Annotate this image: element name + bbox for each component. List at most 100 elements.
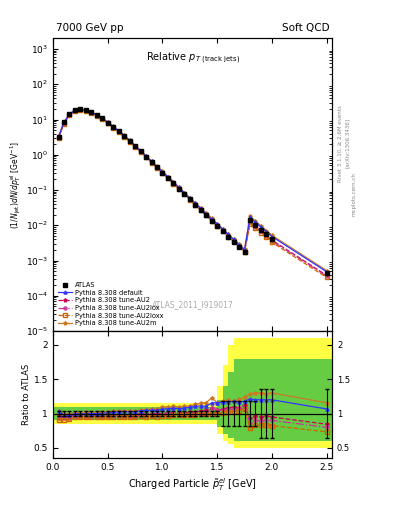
Pythia 8.308 tune-AU2m	[220, 226, 225, 232]
ATLAS	[89, 109, 94, 115]
ATLAS	[171, 180, 176, 186]
ATLAS	[67, 111, 72, 117]
Pythia 8.308 tune-AU2loxx	[259, 229, 263, 236]
Pythia 8.308 tune-AU2m	[127, 137, 132, 143]
Pythia 8.308 tune-AU2m	[270, 232, 274, 239]
Pythia 8.308 tune-AU2lox	[248, 220, 252, 226]
Pythia 8.308 tune-AU2lox	[56, 135, 61, 141]
Pythia 8.308 tune-AU2m	[237, 241, 241, 247]
Pythia 8.308 tune-AU2m	[259, 223, 263, 229]
Pythia 8.308 tune-AU2loxx	[138, 149, 143, 155]
ATLAS	[226, 234, 230, 240]
Pythia 8.308 tune-AU2m	[182, 189, 187, 196]
Pythia 8.308 tune-AU2loxx	[253, 225, 258, 231]
Pythia 8.308 tune-AU2lox	[242, 248, 247, 254]
Pythia 8.308 default	[259, 224, 263, 230]
Pythia 8.308 default	[220, 226, 225, 232]
Pythia 8.308 tune-AU2lox	[133, 144, 138, 150]
Pythia 8.308 tune-AU2loxx	[62, 120, 66, 126]
Pythia 8.308 default	[176, 184, 181, 190]
ATLAS	[193, 202, 198, 208]
Pythia 8.308 tune-AU2lox	[253, 224, 258, 230]
Text: Rivet 3.1.10, ≥ 2.6M events: Rivet 3.1.10, ≥ 2.6M events	[338, 105, 343, 182]
Pythia 8.308 tune-AU2loxx	[116, 129, 121, 135]
X-axis label: Charged Particle $\tilde{p}^{el}_T$ [GeV]: Charged Particle $\tilde{p}^{el}_T$ [GeV…	[128, 476, 257, 493]
Pythia 8.308 tune-AU2m	[62, 119, 66, 125]
Pythia 8.308 tune-AU2loxx	[73, 108, 77, 114]
Pythia 8.308 tune-AU2	[253, 223, 258, 229]
Pythia 8.308 default	[89, 109, 94, 115]
Pythia 8.308 tune-AU2	[160, 169, 165, 176]
Pythia 8.308 tune-AU2loxx	[182, 191, 187, 198]
Pythia 8.308 tune-AU2m	[78, 106, 83, 112]
Pythia 8.308 tune-AU2loxx	[155, 165, 160, 171]
Pythia 8.308 default	[127, 137, 132, 143]
ATLAS	[248, 217, 252, 223]
Pythia 8.308 default	[73, 107, 77, 113]
Pythia 8.308 tune-AU2lox	[226, 233, 230, 239]
Pythia 8.308 tune-AU2loxx	[171, 181, 176, 187]
Pythia 8.308 tune-AU2loxx	[56, 135, 61, 141]
Pythia 8.308 tune-AU2loxx	[198, 207, 203, 213]
Pythia 8.308 tune-AU2loxx	[324, 274, 329, 281]
Pythia 8.308 tune-AU2	[259, 227, 263, 233]
Pythia 8.308 tune-AU2	[127, 138, 132, 144]
Pythia 8.308 tune-AU2m	[149, 158, 154, 164]
Pythia 8.308 tune-AU2	[105, 120, 110, 126]
Pythia 8.308 tune-AU2	[193, 201, 198, 207]
Pythia 8.308 tune-AU2loxx	[160, 170, 165, 176]
Pythia 8.308 tune-AU2m	[89, 109, 94, 115]
ATLAS	[73, 107, 77, 113]
ATLAS	[324, 270, 329, 276]
Pythia 8.308 tune-AU2loxx	[242, 248, 247, 254]
Text: 7000 GeV pp: 7000 GeV pp	[56, 23, 123, 33]
Pythia 8.308 tune-AU2loxx	[237, 243, 241, 249]
Pythia 8.308 default	[67, 111, 72, 117]
Pythia 8.308 tune-AU2lox	[204, 212, 209, 219]
ATLAS	[94, 112, 99, 118]
ATLAS	[62, 119, 66, 125]
Pythia 8.308 tune-AU2lox	[111, 124, 116, 131]
Pythia 8.308 default	[171, 179, 176, 185]
Pythia 8.308 tune-AU2	[155, 164, 160, 170]
Pythia 8.308 tune-AU2lox	[138, 148, 143, 155]
Pythia 8.308 default	[237, 242, 241, 248]
Pythia 8.308 tune-AU2	[67, 112, 72, 118]
Pythia 8.308 tune-AU2lox	[149, 159, 154, 165]
Pythia 8.308 tune-AU2	[56, 134, 61, 140]
ATLAS	[160, 169, 165, 176]
Pythia 8.308 tune-AU2lox	[122, 134, 127, 140]
Line: Pythia 8.308 tune-AU2: Pythia 8.308 tune-AU2	[57, 108, 329, 278]
Pythia 8.308 tune-AU2	[264, 232, 269, 238]
Pythia 8.308 tune-AU2m	[67, 111, 72, 117]
ATLAS	[204, 212, 209, 219]
Pythia 8.308 tune-AU2lox	[193, 202, 198, 208]
Pythia 8.308 tune-AU2loxx	[209, 218, 214, 224]
Pythia 8.308 tune-AU2lox	[209, 217, 214, 223]
Pythia 8.308 tune-AU2m	[171, 179, 176, 185]
Pythia 8.308 tune-AU2m	[264, 227, 269, 233]
Text: Relative $p_{T\ \mathrm{(track\ jets)}}$: Relative $p_{T\ \mathrm{(track\ jets)}}$	[145, 50, 240, 66]
Text: ATLAS_2011_I919017: ATLAS_2011_I919017	[152, 300, 233, 309]
Pythia 8.308 default	[209, 216, 214, 222]
ATLAS	[215, 223, 220, 229]
ATLAS	[122, 133, 127, 139]
Pythia 8.308 default	[149, 158, 154, 164]
Pythia 8.308 tune-AU2m	[105, 119, 110, 125]
Pythia 8.308 default	[111, 123, 116, 130]
Pythia 8.308 tune-AU2	[100, 116, 105, 122]
Pythia 8.308 tune-AU2	[138, 148, 143, 155]
Pythia 8.308 default	[253, 220, 258, 226]
Pythia 8.308 tune-AU2m	[138, 147, 143, 154]
Pythia 8.308 tune-AU2	[182, 191, 187, 197]
Pythia 8.308 tune-AU2	[73, 108, 77, 114]
Line: Pythia 8.308 tune-AU2loxx: Pythia 8.308 tune-AU2loxx	[57, 109, 328, 279]
Pythia 8.308 tune-AU2	[78, 106, 83, 113]
ATLAS	[165, 175, 170, 181]
Pythia 8.308 tune-AU2	[248, 218, 252, 224]
Pythia 8.308 tune-AU2lox	[215, 222, 220, 228]
Pythia 8.308 tune-AU2lox	[187, 197, 192, 203]
Pythia 8.308 tune-AU2	[198, 206, 203, 212]
ATLAS	[116, 129, 121, 135]
Pythia 8.308 tune-AU2loxx	[204, 212, 209, 219]
